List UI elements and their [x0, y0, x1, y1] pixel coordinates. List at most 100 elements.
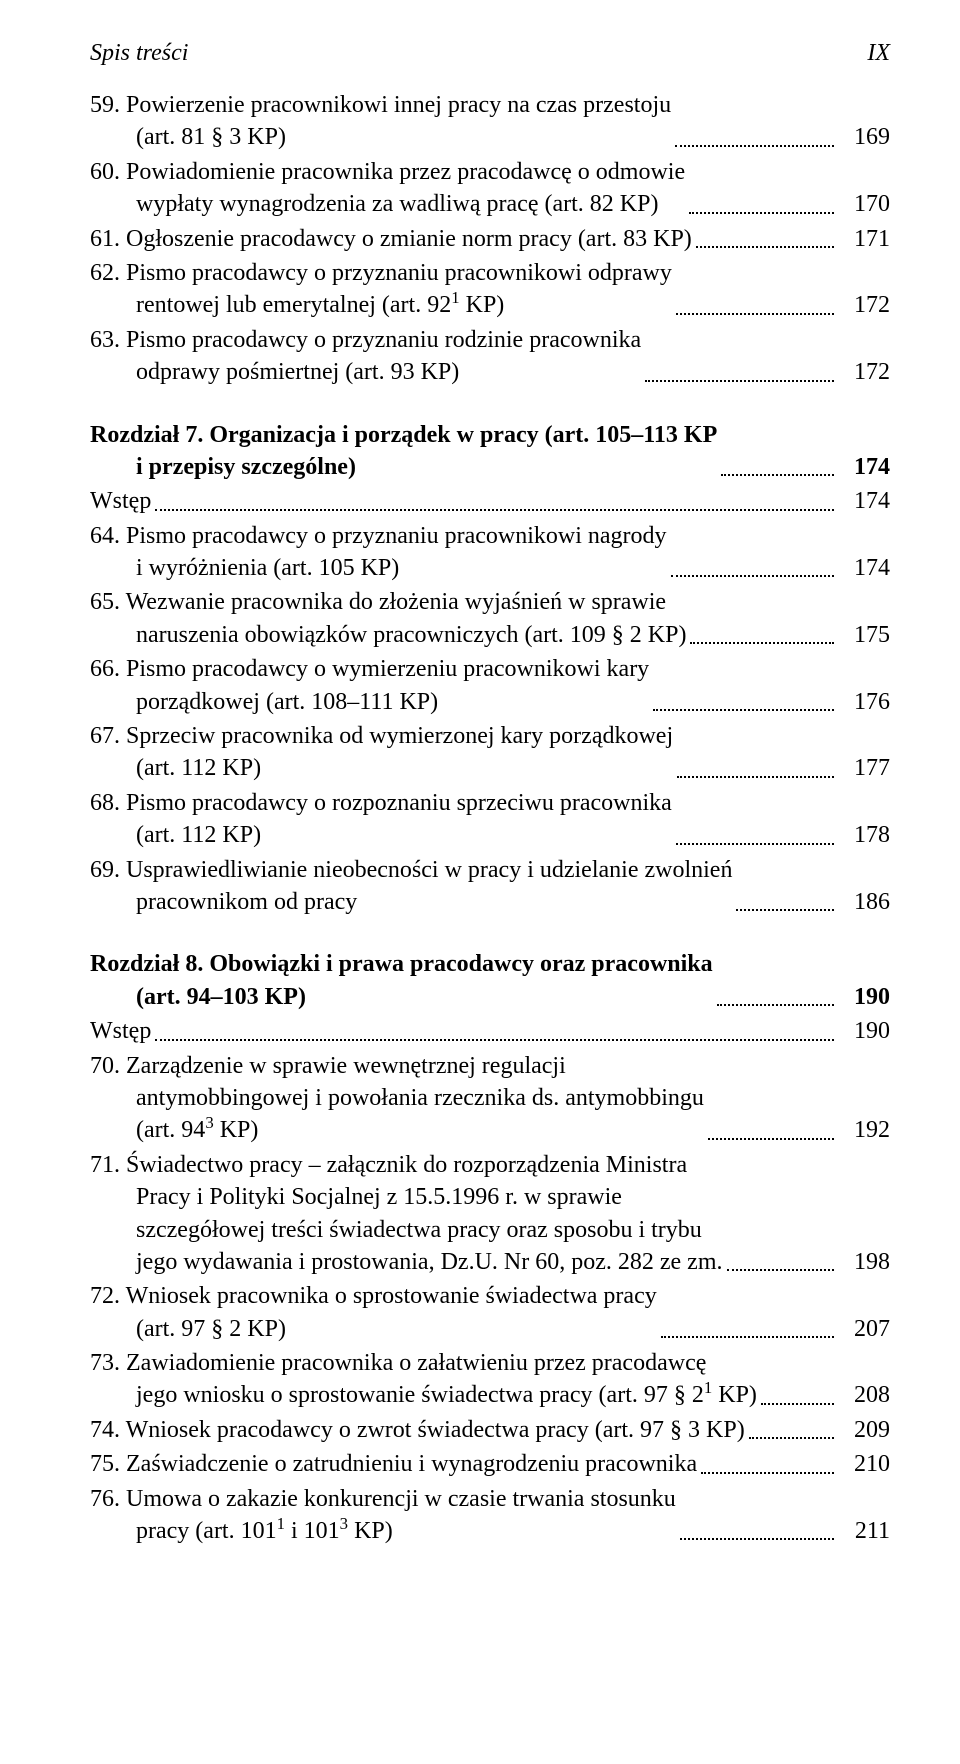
toc-entry-line: (art. 112 KP)	[90, 752, 673, 784]
toc-entry-line: Rozdział 8. Obowiązki i prawa pracodawcy…	[90, 948, 713, 980]
section-gap	[90, 920, 890, 948]
toc-entry-text: 65. Wezwanie pracownika do złożenia wyja…	[90, 586, 686, 651]
toc-page-number: 170	[838, 188, 890, 220]
toc-page-number: 210	[838, 1448, 890, 1480]
toc-entry-text: 66. Pismo pracodawcy o wymierzeniu praco…	[90, 653, 649, 718]
toc-entry-text: Wstęp	[90, 485, 151, 517]
toc-entry-line: (art. 943 KP)	[90, 1114, 704, 1146]
toc-page-number: 178	[838, 819, 890, 851]
toc-page-number: 174	[838, 451, 890, 483]
toc-leader-dots	[676, 842, 834, 845]
toc-entry-line: 65. Wezwanie pracownika do złożenia wyja…	[90, 586, 686, 618]
toc-entry-text: 72. Wniosek pracownika o sprostowanie św…	[90, 1280, 657, 1345]
toc-entry: 72. Wniosek pracownika o sprostowanie św…	[90, 1280, 890, 1345]
toc-entry-text: 76. Umowa o zakazie konkurencji w czasie…	[90, 1483, 676, 1548]
toc-entry-line: i wyróżnienia (art. 105 KP)	[90, 552, 667, 584]
toc-entry: 64. Pismo pracodawcy o przyznaniu pracow…	[90, 520, 890, 585]
toc-entry: 69. Usprawiedliwianie nieobecności w pra…	[90, 854, 890, 919]
toc-entry: Wstęp 174	[90, 485, 890, 517]
toc-page-number: 190	[838, 981, 890, 1013]
toc-entry-text: 75. Zaświadczenie o zatrudnieniu i wynag…	[90, 1448, 697, 1480]
toc-entry-text: 63. Pismo pracodawcy o przyznaniu rodzin…	[90, 324, 641, 389]
toc-chapter: Rozdział 7. Organizacja i porządek w pra…	[90, 419, 890, 484]
toc-page: Spis treści IX 59. Powierzenie pracownik…	[0, 0, 960, 1609]
toc-entry-text: 71. Świadectwo pracy – załącznik do rozp…	[90, 1149, 723, 1279]
toc-entry-line: (art. 112 KP)	[90, 819, 672, 851]
toc-entry: Wstęp190	[90, 1015, 890, 1047]
toc-entry-text: 69. Usprawiedliwianie nieobecności w pra…	[90, 854, 732, 919]
toc-entry-text: 67. Sprzeciw pracownika od wymierzonej k…	[90, 720, 673, 785]
toc-entry-line: 64. Pismo pracodawcy o przyznaniu pracow…	[90, 520, 667, 552]
toc-entry-line: 73. Zawiadomienie pracownika o załatwien…	[90, 1347, 757, 1379]
toc-entry-line: Pracy i Polityki Socjalnej z 15.5.1996 r…	[90, 1181, 723, 1213]
toc-entry-line: szczegółowej treści świadectwa pracy ora…	[90, 1214, 723, 1246]
toc-leader-dots	[155, 1038, 834, 1041]
toc-page-number: 208	[838, 1379, 890, 1411]
toc-entry-line: 70. Zarządzenie w sprawie wewnętrznej re…	[90, 1050, 704, 1082]
toc-leader-dots	[690, 641, 834, 644]
toc-page-number: 176	[838, 686, 890, 718]
toc-entry-line: 66. Pismo pracodawcy o wymierzeniu praco…	[90, 653, 649, 685]
toc-page-number: 192	[838, 1114, 890, 1146]
toc-entry-line: pracy (art. 1011 i 1013 KP)	[90, 1515, 676, 1547]
toc-entry-line: (art. 94–103 KP)	[90, 981, 713, 1013]
toc-entry-line: 60. Powiadomienie pracownika przez praco…	[90, 156, 685, 188]
toc-entry-line: jego wniosku o sprostowanie świadectwa p…	[90, 1379, 757, 1411]
toc-entry-line: 71. Świadectwo pracy – załącznik do rozp…	[90, 1149, 723, 1181]
toc-entry-line: Wstęp	[90, 485, 151, 517]
toc-entry-line: 59. Powierzenie pracownikowi innej pracy…	[90, 89, 671, 121]
toc-entry-line: porządkowej (art. 108–111 KP)	[90, 686, 649, 718]
toc-entry-line: 62. Pismo pracodawcy o przyznaniu pracow…	[90, 257, 672, 289]
toc-entry: 74. Wniosek pracodawcy o zwrot świadectw…	[90, 1414, 890, 1446]
toc-leader-dots	[653, 708, 834, 711]
toc-entry-text: 59. Powierzenie pracownikowi innej pracy…	[90, 89, 671, 154]
toc-page-number: 174	[838, 485, 890, 517]
toc-entry-line: 74. Wniosek pracodawcy o zwrot świadectw…	[90, 1414, 745, 1446]
toc-page-number: 175	[838, 619, 890, 651]
toc-chapter: Rozdział 8. Obowiązki i prawa pracodawcy…	[90, 948, 890, 1013]
toc-entry-text: Wstęp	[90, 1015, 151, 1047]
toc-entry: 65. Wezwanie pracownika do złożenia wyja…	[90, 586, 890, 651]
section-gap	[90, 391, 890, 419]
toc-leader-dots	[708, 1137, 834, 1140]
toc-leader-dots	[749, 1436, 834, 1439]
toc-leader-dots	[696, 245, 834, 248]
toc-entry: 61. Ogłoszenie pracodawcy o zmianie norm…	[90, 223, 890, 255]
toc-entry-line: jego wydawania i prostowania, Dz.U. Nr 6…	[90, 1246, 723, 1278]
toc-page-number: 174	[838, 552, 890, 584]
toc-entry: 75. Zaświadczenie o zatrudnieniu i wynag…	[90, 1448, 890, 1480]
toc-body: 59. Powierzenie pracownikowi innej pracy…	[90, 89, 890, 1547]
toc-entry-text: 74. Wniosek pracodawcy o zwrot świadectw…	[90, 1414, 745, 1446]
toc-entry-text: 60. Powiadomienie pracownika przez praco…	[90, 156, 685, 221]
toc-entry-line: naruszenia obowiązków pracowniczych (art…	[90, 619, 686, 651]
toc-page-number: 172	[838, 289, 890, 321]
toc-leader-dots	[761, 1402, 834, 1405]
toc-entry-line: i przepisy szczególne)	[90, 451, 717, 483]
toc-entry-text: 61. Ogłoszenie pracodawcy o zmianie norm…	[90, 223, 692, 255]
toc-entry-text: Rozdział 7. Organizacja i porządek w pra…	[90, 419, 717, 484]
toc-leader-dots	[155, 508, 834, 511]
toc-page-number: 171	[838, 223, 890, 255]
toc-entry-text: 70. Zarządzenie w sprawie wewnętrznej re…	[90, 1050, 704, 1147]
toc-entry: 62. Pismo pracodawcy o przyznaniu pracow…	[90, 257, 890, 322]
toc-leader-dots	[736, 908, 834, 911]
toc-page-number: 198	[838, 1246, 890, 1278]
toc-leader-dots	[701, 1471, 834, 1474]
toc-page-number: 207	[838, 1313, 890, 1345]
toc-page-number: 172	[838, 356, 890, 388]
toc-entry-line: 61. Ogłoszenie pracodawcy o zmianie norm…	[90, 223, 692, 255]
toc-leader-dots	[721, 473, 834, 476]
toc-entry: 66. Pismo pracodawcy o wymierzeniu praco…	[90, 653, 890, 718]
toc-entry: 71. Świadectwo pracy – załącznik do rozp…	[90, 1149, 890, 1279]
toc-leader-dots	[675, 144, 834, 147]
header-right: IX	[867, 40, 890, 67]
toc-entry: 60. Powiadomienie pracownika przez praco…	[90, 156, 890, 221]
toc-entry-line: 75. Zaświadczenie o zatrudnieniu i wynag…	[90, 1448, 697, 1480]
toc-entry-line: rentowej lub emerytalnej (art. 921 KP)	[90, 289, 672, 321]
toc-page-number: 177	[838, 752, 890, 784]
toc-entry-line: pracownikom od pracy	[90, 886, 732, 918]
toc-page-number: 209	[838, 1414, 890, 1446]
toc-entry-line: wypłaty wynagrodzenia za wadliwą pracę (…	[90, 188, 685, 220]
toc-leader-dots	[671, 574, 834, 577]
toc-leader-dots	[661, 1335, 834, 1338]
